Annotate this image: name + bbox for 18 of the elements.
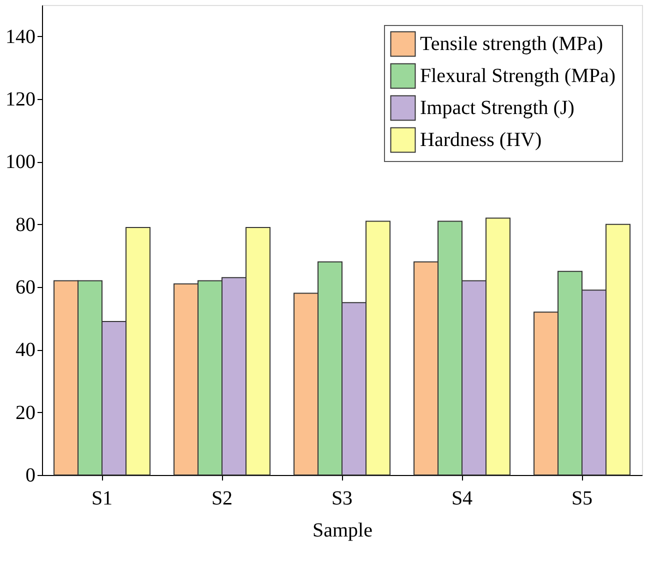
x-tick-label: S1: [91, 488, 113, 510]
y-tick-label: 100: [6, 151, 36, 174]
legend-label: Hardness (HV): [420, 129, 542, 151]
legend-label: Tensile strength (MPa): [420, 33, 604, 55]
y-tick-label: 120: [6, 88, 36, 110]
y-tick-label: 40: [16, 339, 36, 362]
x-axis-title: Sample: [312, 520, 373, 542]
x-tick-label: S5: [571, 488, 593, 510]
legend-label: Flexural Strength (MPa): [420, 65, 616, 87]
legend-label: Impact Strength (J): [420, 97, 574, 119]
y-tick-label: 20: [16, 402, 36, 424]
x-tick-label: S3: [331, 488, 353, 510]
x-tick-label: S2: [211, 488, 233, 510]
y-tick-label: 80: [16, 214, 36, 236]
x-tick-label: S4: [451, 488, 473, 510]
y-tick-label: 140: [6, 26, 36, 48]
y-tick-label: 0: [26, 464, 36, 486]
y-tick-label: 60: [16, 276, 36, 298]
